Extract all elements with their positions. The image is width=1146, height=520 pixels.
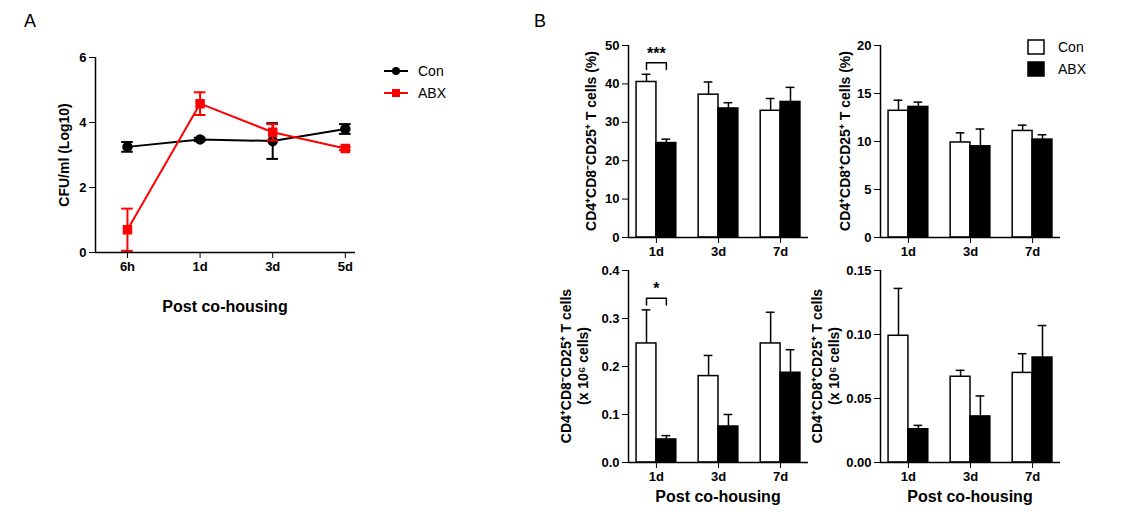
svg-text:3d: 3d (963, 469, 978, 484)
html-text:CD4⁺CD8⁻CD25⁺ T cells (%): CD4⁺CD8⁻CD25⁺ T cells (%) (582, 51, 599, 231)
svg-text:2: 2 (79, 180, 86, 195)
svg-text:1d: 1d (649, 469, 664, 484)
svg-text:3d: 3d (265, 259, 280, 274)
svg-text:6: 6 (79, 50, 86, 65)
svg-text:***: *** (647, 45, 666, 62)
svg-text:0.15: 0.15 (846, 263, 871, 278)
svg-text:20: 20 (857, 38, 871, 53)
svg-text:5: 5 (864, 182, 871, 197)
html-text:A: A (24, 11, 36, 32)
svg-text:0.0: 0.0 (601, 455, 619, 470)
html-text:ABX: ABX (418, 85, 446, 101)
html-text:CFU/ml (Log10): CFU/ml (Log10) (55, 102, 72, 207)
svg-text:20: 20 (605, 153, 619, 168)
html-text:CD4⁺CD8⁺CD25⁺ T cells (x 10⁶ c: CD4⁺CD8⁺CD25⁺ T cells (x 10⁶ cells) (809, 288, 842, 444)
svg-text:15: 15 (857, 86, 871, 101)
svg-text:*: * (653, 280, 660, 297)
html-text:B: B (534, 11, 546, 32)
svg-text:1d: 1d (192, 259, 207, 274)
svg-text:3d: 3d (711, 244, 726, 259)
svg-text:3d: 3d (963, 244, 978, 259)
svg-text:7d: 7d (773, 244, 788, 259)
svg-text:10: 10 (605, 191, 619, 206)
svg-text:0: 0 (79, 245, 86, 260)
svg-text:0: 0 (612, 230, 619, 245)
svg-text:1d: 1d (649, 244, 664, 259)
svg-text:0.3: 0.3 (601, 311, 619, 326)
svg-text:0.2: 0.2 (601, 359, 619, 374)
svg-text:1d: 1d (901, 244, 916, 259)
html-text:CD4⁺CD8⁻CD25⁺ T cells (x 10⁶ c: CD4⁺CD8⁻CD25⁺ T cells (x 10⁶ cells) (558, 288, 591, 444)
svg-text:7d: 7d (1025, 244, 1040, 259)
svg-text:0: 0 (864, 230, 871, 245)
svg-text:5d: 5d (338, 259, 353, 274)
svg-text:30: 30 (605, 114, 619, 129)
svg-text:1d: 1d (901, 469, 916, 484)
svg-text:40: 40 (605, 76, 619, 91)
html-text:Post co-housing: Post co-housing (162, 298, 288, 316)
html-text:Con: Con (1058, 39, 1084, 55)
svg-text:50: 50 (605, 38, 619, 53)
svg-text:0.1: 0.1 (601, 407, 619, 422)
html-text:CD4⁺CD8⁺CD25⁺ T cells (%): CD4⁺CD8⁺CD25⁺ T cells (%) (836, 51, 853, 231)
html-text:ABX: ABX (1058, 61, 1086, 77)
html-text:Post co-housing: Post co-housing (655, 488, 781, 506)
svg-text:0.05: 0.05 (846, 391, 871, 406)
svg-text:4: 4 (79, 115, 87, 130)
svg-text:7d: 7d (773, 469, 788, 484)
svg-text:10: 10 (857, 134, 871, 149)
svg-text:0.4: 0.4 (601, 263, 620, 278)
svg-text:6h: 6h (120, 259, 135, 274)
svg-text:3d: 3d (711, 469, 726, 484)
svg-text:0.00: 0.00 (846, 455, 871, 470)
html-text:Post co-housing: Post co-housing (907, 488, 1033, 506)
svg-text:7d: 7d (1025, 469, 1040, 484)
svg-text:0.10: 0.10 (846, 327, 871, 342)
html-text:Con: Con (418, 63, 444, 79)
